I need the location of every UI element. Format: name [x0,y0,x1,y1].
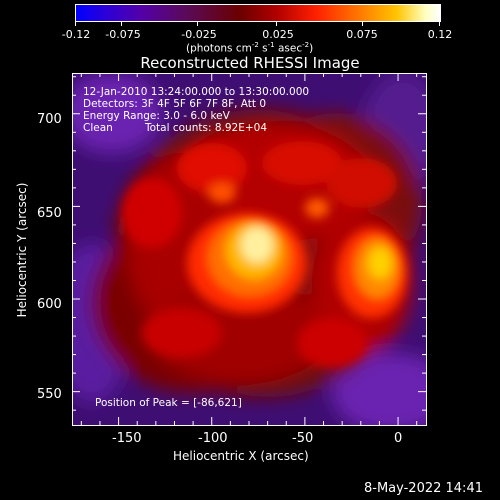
detectors: Detectors: 3F 4F 5F 6F 7F 8F, Att 0 [83,98,267,110]
colorbar-tick-label: 0.075 [346,28,378,41]
y-tick-label: 700 [37,112,62,127]
y-axis-label: Heliocentric Y (arcsec) [15,182,29,318]
footer-datetime: 8-May-2022 14:41 [364,481,483,496]
algorithm: Clean [83,122,113,134]
time-range: 12-Jan-2010 13:24:00.000 to 13:30:00.000 [83,86,310,98]
colorbar-tick-label: -0.025 [181,28,217,41]
rhessi-heatmap [72,73,426,425]
colorbar-unit: (photons cm-2 s-1 asec-2) [186,41,314,55]
rhessi-image [72,73,426,425]
colorbar-tick-label: -0.075 [105,28,141,41]
y-tick-label: 650 [37,206,62,221]
image-title: Reconstructed RHESSI Image [140,54,360,72]
x-tick-label: 0 [394,431,403,446]
energy-range: Energy Range: 3.0 - 6.0 keV [83,110,230,122]
y-tick-label: 600 [37,297,62,312]
colorbar [75,4,441,22]
y-tick-label: 550 [37,387,62,402]
colorbar-gradient [76,5,440,21]
total-counts: Total counts: 8.92E+04 [145,122,268,134]
peak-position: Position of Peak = [-86,621] [95,397,242,409]
x-tick-label: -150 [112,431,142,446]
x-tick-label: -100 [198,431,228,446]
colorbar-tick-label: 0.025 [262,28,294,41]
x-tick-label: -50 [292,431,314,446]
colorbar-tick-label: -0.12 [61,28,91,41]
x-axis-label: Heliocentric X (arcsec) [173,449,309,463]
colorbar-tick-marks [75,21,441,27]
colorbar-tick-label: 0.12 [427,28,453,41]
